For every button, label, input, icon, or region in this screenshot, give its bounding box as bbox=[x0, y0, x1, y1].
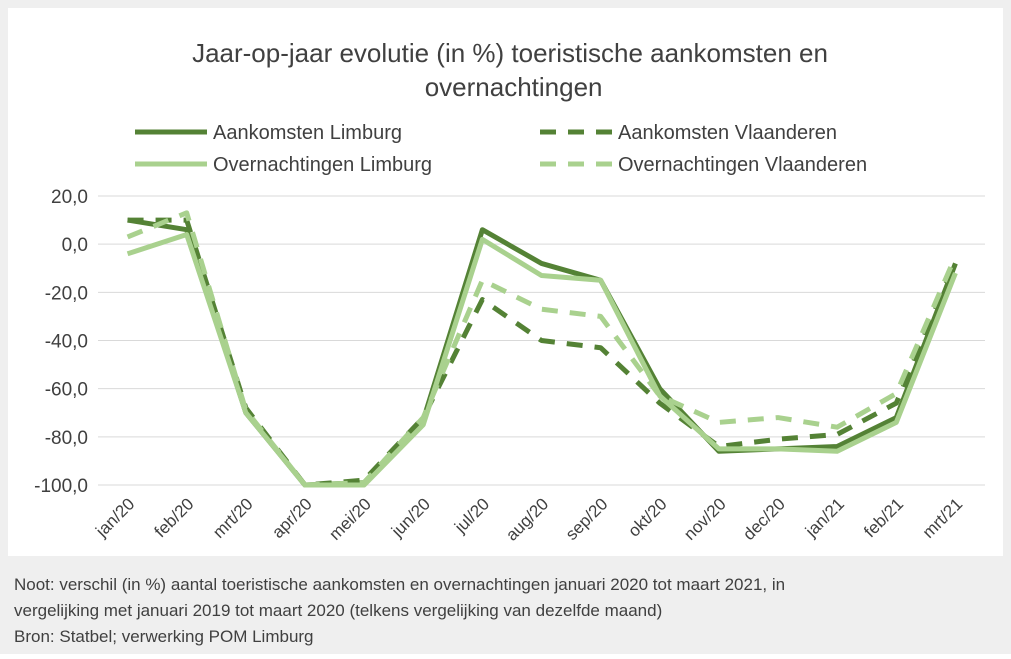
legend-label: Overnachtingen Limburg bbox=[213, 154, 432, 176]
note: Bron: Statbel; verwerking POM Limburg bbox=[14, 627, 314, 646]
chart-title: Jaar-op-jaar evolutie (in %) toeristisch… bbox=[192, 38, 828, 102]
legend-label: Overnachtingen Vlaanderen bbox=[618, 154, 867, 176]
y-tick-label: -80,0 bbox=[45, 428, 88, 449]
y-tick-label: 20,0 bbox=[51, 187, 88, 208]
y-tick-label: 0,0 bbox=[62, 235, 88, 256]
y-tick-label: -20,0 bbox=[45, 283, 88, 304]
y-tick-label: -40,0 bbox=[45, 332, 88, 353]
legend-label: Aankomsten Vlaanderen bbox=[618, 122, 837, 144]
legend-label: Aankomsten Limburg bbox=[213, 122, 402, 144]
chart-area bbox=[8, 8, 1003, 556]
line bbox=[126, 210, 958, 488]
y-tick-label: -100,0 bbox=[34, 476, 88, 497]
note: vergelijking met januari 2019 tot maart … bbox=[14, 601, 662, 620]
y-tick-label: -60,0 bbox=[45, 380, 88, 401]
note: Noot: verschil (in %) aantal toeristisch… bbox=[14, 575, 785, 594]
line bbox=[126, 232, 958, 488]
